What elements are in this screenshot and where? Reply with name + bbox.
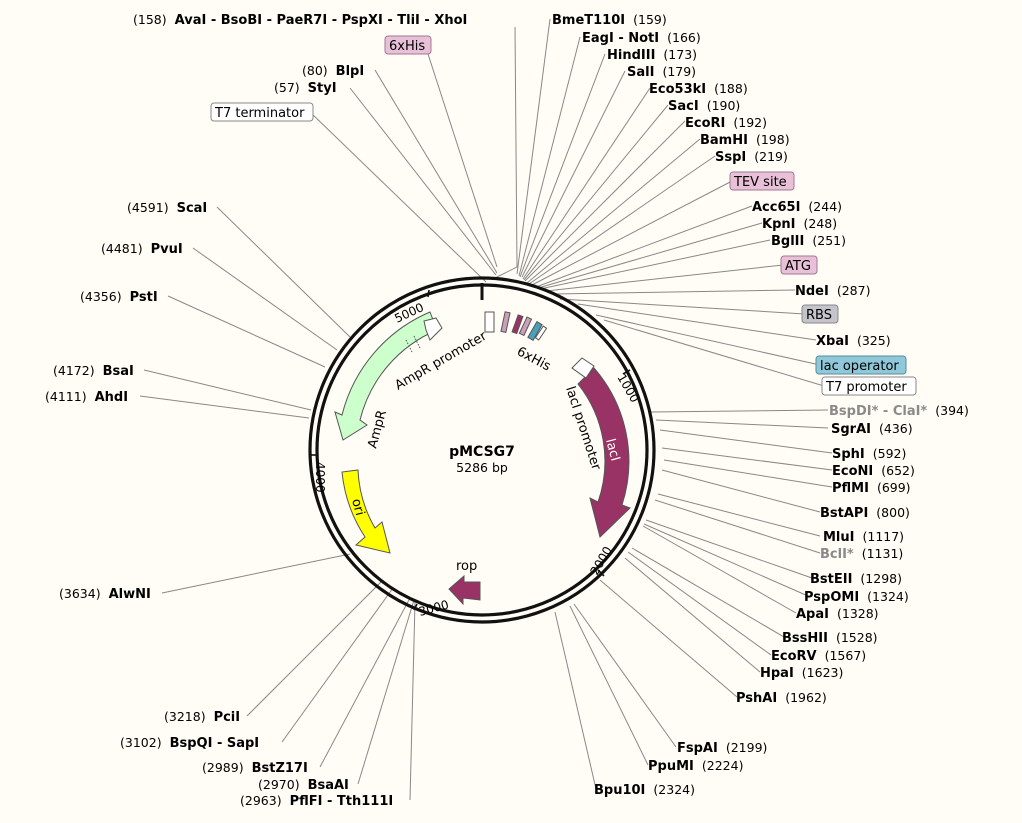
t7-terminator-box[interactable] [484,311,495,333]
restriction-sites-left: (158) AvaI - BsoBI - PaeR7I - PspXI - Tli… [45,12,467,809]
backbone [308,276,656,624]
site-mlui[interactable]: MluI (1117) [823,529,904,545]
ori-label: ori [348,497,367,517]
site-bglii[interactable]: BglII (251) [771,233,846,249]
tick-5000 [427,289,430,298]
tick-label-4000: 4000 [313,462,327,493]
tag-t7-promoter: T7 promoter [825,380,907,395]
ampr-dotted [405,339,413,353]
site-styi[interactable]: (57) StyI [274,80,337,96]
site-bspqi-sapi[interactable]: (3102) BspQI - SapI [120,735,259,751]
site-xbai[interactable]: XbaI (325) [816,333,891,349]
laci-label: lacI [602,437,622,463]
tag-6xhis-box[interactable] [384,35,432,55]
tag-t7-terminator-box[interactable] [210,102,314,122]
tick-3000 [413,603,418,611]
ampr-promoter-arrow[interactable] [423,317,443,341]
backbone-outer-ring [308,276,656,624]
site-pvui[interactable]: (4481) PvuI [101,241,183,257]
site-ahdi[interactable]: (4111) AhdI [45,389,128,405]
site-bamhi[interactable]: BamHI (198) [700,132,790,148]
tag-lac-operator: lac operator [820,359,899,374]
plasmid-name: pMCSG7 [449,444,515,460]
site-alwni[interactable]: (3634) AlwNI [59,586,151,602]
ori-arrow[interactable] [341,469,391,554]
t7-promoter-box[interactable] [534,325,548,341]
feature-tags: 6xHis T7 terminator TEV site ATG RBS lac… [210,35,917,396]
site-ecori[interactable]: EcoRI (192) [685,115,767,131]
site-apai[interactable]: ApaI (1328) [796,606,879,622]
tag-rbs: RBS [806,308,832,323]
site-bcli[interactable]: BclI* (1131) [820,546,903,562]
site-kpni[interactable]: KpnI (248) [762,216,837,232]
tick-label-2000: 2000 [587,544,614,577]
site-bsai[interactable]: (4172) BsaI [53,363,134,379]
tag-atg-box[interactable] [780,255,818,275]
site-sspi[interactable]: SspI (219) [715,149,788,165]
site-pflfi-tth111i[interactable]: (2963) PflFI - Tth111I [240,793,393,809]
ampr-label: AmpR [365,409,390,450]
tag-atg: ATG [785,259,811,274]
site-fspai[interactable]: FspAI (2199) [677,740,767,756]
site-ndei[interactable]: NdeI (287) [795,283,870,299]
site-sgrai[interactable]: SgrAI (436) [831,421,913,437]
tick-1000 [622,369,631,375]
site-pshai[interactable]: PshAI (1962) [736,690,827,706]
sixhis-box[interactable] [500,311,511,333]
tick-2000 [597,569,605,577]
tag-tev-site-box[interactable] [729,171,795,191]
site-scai[interactable]: (4591) ScaI [127,200,207,216]
site-saci[interactable]: SacI (190) [668,98,740,114]
site-bsteii[interactable]: BstEII (1298) [810,571,902,587]
site-pflmi[interactable]: PflMI (699) [832,480,911,496]
site-bpu10i[interactable]: Bpu10I (2324) [594,782,695,798]
site-sali[interactable]: SalI (179) [627,64,696,80]
site-eco53ki[interactable]: Eco53kI (188) [649,81,748,97]
site-bsshii[interactable]: BssHII (1528) [782,630,878,646]
site-bspdi-clai[interactable]: BspDI* - ClaI* (394) [829,403,969,419]
tev-box[interactable] [511,314,524,335]
site-econi[interactable]: EcoNI (652) [832,463,915,479]
laci-promoter-arrow[interactable] [571,357,595,379]
site-ppumi[interactable]: PpuMI (2224) [648,758,743,774]
site-hindiii[interactable]: HindIII (173) [607,47,697,63]
plasmid-size: 5286 bp [456,460,508,475]
site-bstz17i[interactable]: (2989) BstZ17I [202,760,308,776]
site-psti[interactable]: (4356) PstI [80,289,158,305]
site-bmet110i[interactable]: BmeT110I (159) [552,12,667,28]
site-eagi-noti[interactable]: EagI - NotI (166) [582,30,701,46]
site-bstapi[interactable]: BstAPI (800) [820,505,910,521]
site-pspomi[interactable]: PspOMI (1324) [804,589,909,605]
site-ecorv[interactable]: EcoRV (1567) [771,648,866,664]
laci-arrow[interactable] [577,367,631,538]
site-acc65i[interactable]: Acc65I (244) [752,199,842,215]
site-blpi[interactable]: (80) BlpI [302,63,364,79]
tag-6xhis: 6xHis [389,39,425,54]
tag-t7-promoter-box[interactable] [821,376,917,396]
rop-label: rop [456,559,477,574]
tag-lac-operator-box[interactable] [815,355,907,375]
tag-tev-site: TEV site [733,175,787,190]
ampr-arrow[interactable] [334,311,438,441]
site-sphi[interactable]: SphI (592) [832,446,906,462]
tag-t7-terminator: T7 terminator [214,106,305,121]
restriction-sites-right: BmeT110I (159) EagI - NotI (166) HindIII (1… [552,12,969,798]
site-avai-group[interactable]: (158) AvaI - BsoBI - PaeR7I - PspXI - Tli… [133,12,467,28]
site-bsaai[interactable]: (2970) BsaAI [258,777,349,793]
ampr-dotted-2 [413,335,421,349]
site-hpai[interactable]: HpaI (1623) [760,665,843,681]
site-pcii[interactable]: (3218) PciI [164,709,240,725]
tag-rbs-box[interactable] [801,304,839,324]
leader-lines [139,18,833,801]
rop-arrow[interactable] [448,574,481,606]
atg-box[interactable] [518,316,533,337]
lac-operator-box[interactable] [527,321,543,341]
sixhis-label: 6xHis [514,344,553,374]
